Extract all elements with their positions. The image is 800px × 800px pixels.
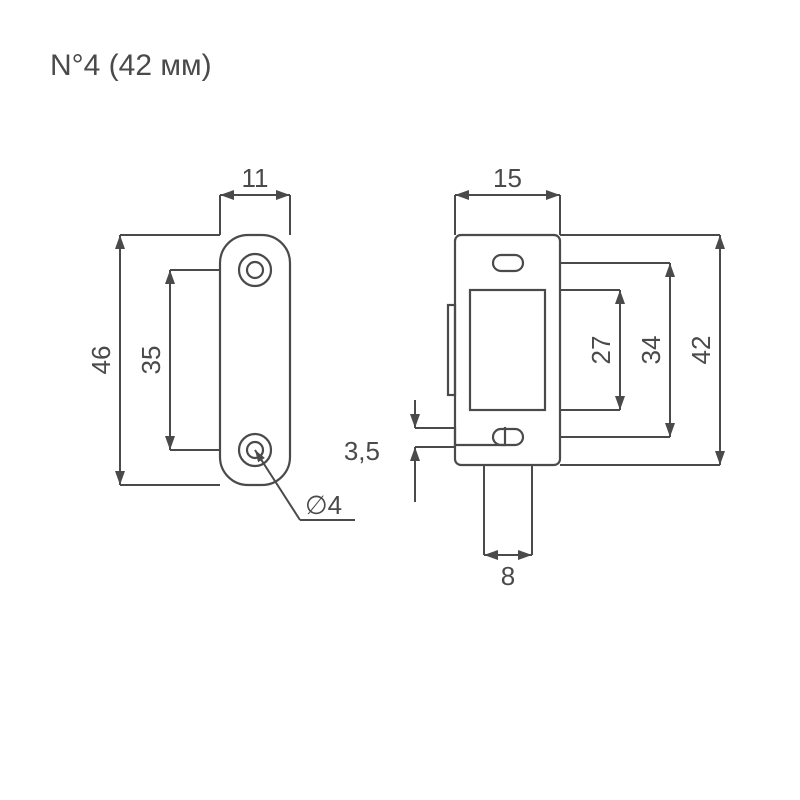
right-slot-bot xyxy=(493,429,523,445)
drawing-title: N°4 (42 мм) xyxy=(50,49,212,82)
svg-text:11: 11 xyxy=(242,163,269,193)
svg-text:∅4: ∅4 xyxy=(305,490,342,520)
svg-text:46: 46 xyxy=(86,346,116,375)
svg-text:42: 42 xyxy=(686,336,716,365)
right-part xyxy=(448,235,560,465)
left-part xyxy=(220,235,290,485)
svg-text:8: 8 xyxy=(501,561,515,591)
left-hole-top-outer xyxy=(239,254,271,286)
right-slot-top xyxy=(493,255,523,271)
technical-drawing: N°4 (42 мм) 11 15 46 35 27 34 42 3,5 8 ∅4 xyxy=(0,0,800,800)
right-inner xyxy=(470,290,545,410)
svg-text:34: 34 xyxy=(636,336,666,365)
svg-text:35: 35 xyxy=(136,346,166,375)
svg-text:15: 15 xyxy=(493,163,522,193)
dimensions: 11 15 46 35 27 34 42 3,5 8 ∅4 xyxy=(86,163,725,591)
svg-text:27: 27 xyxy=(586,336,616,365)
left-hole-top-inner xyxy=(247,262,263,278)
svg-text:3,5: 3,5 xyxy=(344,436,380,466)
left-body xyxy=(220,235,290,485)
